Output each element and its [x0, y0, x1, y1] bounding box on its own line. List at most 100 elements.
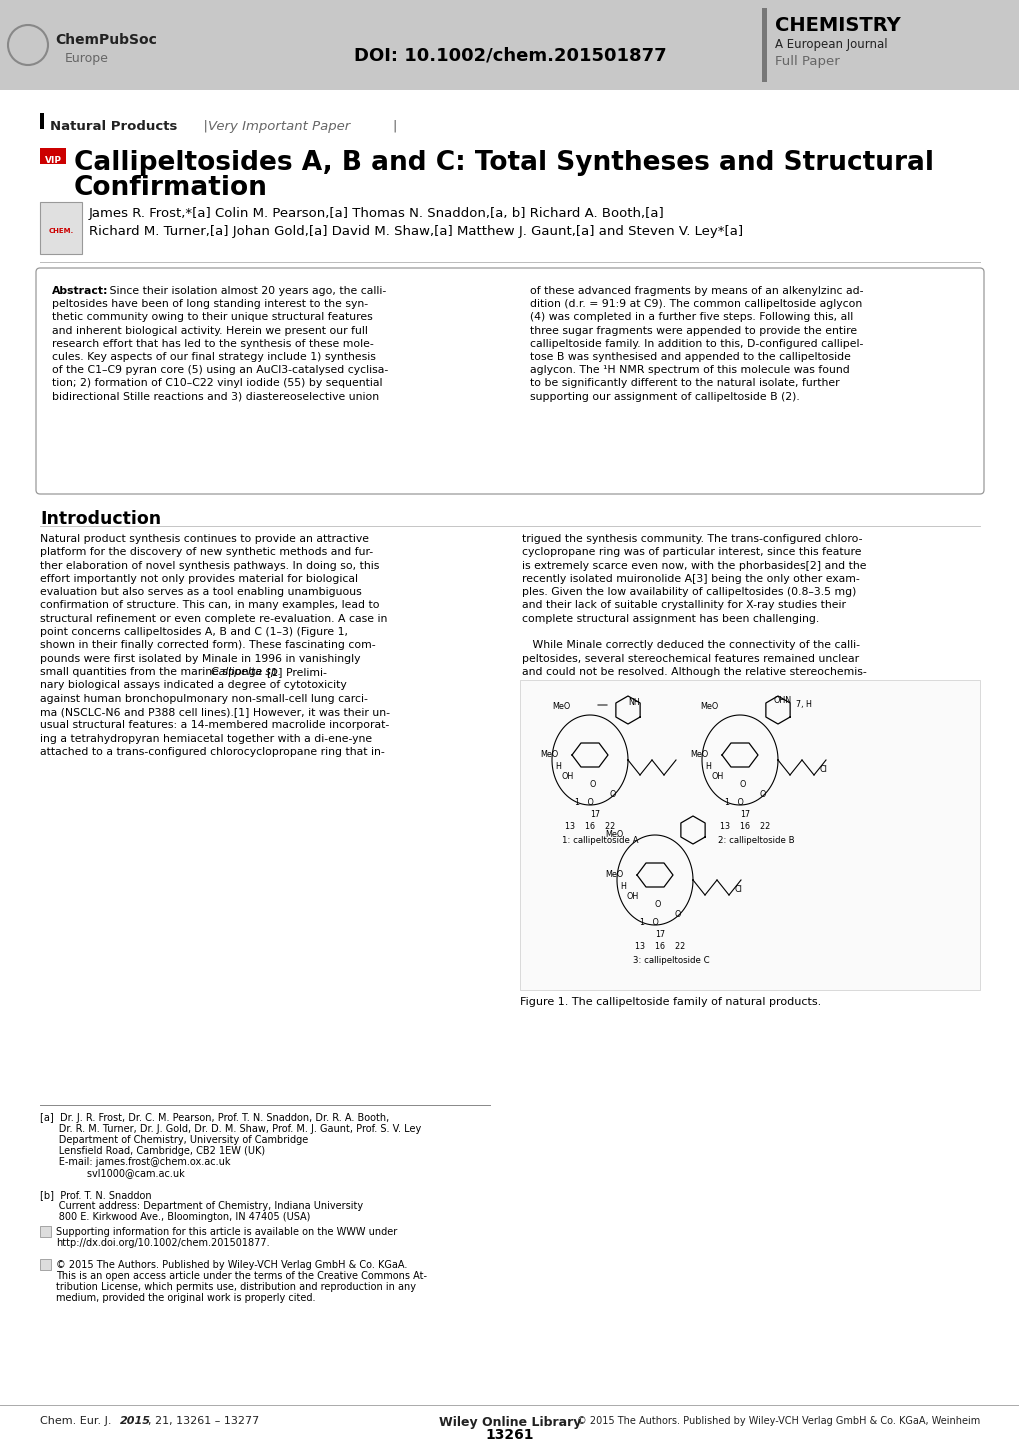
Text: of these advanced fragments by means of an alkenylzinc ad-: of these advanced fragments by means of … — [530, 286, 863, 296]
Text: O: O — [739, 780, 746, 789]
Text: 800 E. Kirkwood Ave., Bloomington, IN 47405 (USA): 800 E. Kirkwood Ave., Bloomington, IN 47… — [40, 1211, 310, 1221]
Text: tose B was synthesised and appended to the callipeltoside: tose B was synthesised and appended to t… — [530, 352, 850, 362]
Text: structural refinement or even complete re-evaluation. A case in: structural refinement or even complete r… — [40, 614, 387, 624]
Text: Cl: Cl — [735, 885, 742, 894]
Text: Callipeltosides A, B and C: Total Syntheses and Structural: Callipeltosides A, B and C: Total Synthe… — [74, 150, 933, 176]
Text: 1   O: 1 O — [575, 797, 593, 808]
Text: Callipelta sp.: Callipelta sp. — [211, 668, 281, 676]
Text: © 2015 The Authors. Published by Wiley-VCH Verlag GmbH & Co. KGaA, Weinheim: © 2015 The Authors. Published by Wiley-V… — [576, 1416, 979, 1426]
Text: A European Journal: A European Journal — [774, 37, 887, 50]
Text: CHEM.: CHEM. — [48, 228, 73, 234]
Text: 2: callipeltoside B: 2: callipeltoside B — [717, 836, 794, 845]
Text: point concerns callipeltosides A, B and C (1–3) (Figure 1,: point concerns callipeltosides A, B and … — [40, 627, 347, 637]
Text: H: H — [554, 761, 560, 771]
Text: O: O — [759, 790, 765, 799]
Text: supporting our assignment of callipeltoside B (2).: supporting our assignment of callipeltos… — [530, 392, 799, 402]
Text: against human bronchopulmonary non-small-cell lung carci-: against human bronchopulmonary non-small… — [40, 694, 368, 704]
Bar — [761, 9, 766, 82]
Text: tribution License, which permits use, distribution and reproduction in any: tribution License, which permits use, di… — [56, 1282, 416, 1292]
Text: [b]  Prof. T. N. Snaddon: [b] Prof. T. N. Snaddon — [40, 1190, 152, 1200]
Text: thetic community owing to their unique structural features: thetic community owing to their unique s… — [52, 313, 372, 323]
Text: and inherent biological activity. Herein we present our full: and inherent biological activity. Herein… — [52, 326, 368, 336]
Text: |: | — [195, 120, 208, 133]
Text: NH: NH — [628, 698, 639, 707]
Text: James R. Frost,*[a] Colin M. Pearson,[a] Thomas N. Snaddon,[a, b] Richard A. Boo: James R. Frost,*[a] Colin M. Pearson,[a]… — [89, 208, 664, 221]
Text: ChemPubSoc: ChemPubSoc — [55, 33, 157, 48]
Text: trigued the synthesis community. The trans-configured chloro-: trigued the synthesis community. The tra… — [522, 534, 862, 544]
Text: dition (d.r. = 91:9 at C9). The common callipeltoside aglycon: dition (d.r. = 91:9 at C9). The common c… — [530, 298, 861, 309]
Text: (4) was completed in a further five steps. Following this, all: (4) was completed in a further five step… — [530, 313, 853, 323]
Text: Dr. R. M. Turner, Dr. J. Gold, Dr. D. M. Shaw, Prof. M. J. Gaunt, Prof. S. V. Le: Dr. R. M. Turner, Dr. J. Gold, Dr. D. M.… — [40, 1123, 421, 1133]
Text: Natural product synthesis continues to provide an attractive: Natural product synthesis continues to p… — [40, 534, 369, 544]
Text: attached to a trans-configured chlorocyclopropane ring that in-: attached to a trans-configured chlorocyc… — [40, 747, 384, 757]
Text: , 21, 13261 – 13277: , 21, 13261 – 13277 — [148, 1416, 259, 1426]
Text: H: H — [704, 761, 710, 771]
Text: peltosides, several stereochemical features remained unclear: peltosides, several stereochemical featu… — [522, 653, 858, 663]
Text: VIP: VIP — [45, 156, 61, 164]
Text: Very Important Paper: Very Important Paper — [208, 120, 350, 133]
Text: medium, provided the original work is properly cited.: medium, provided the original work is pr… — [56, 1293, 315, 1304]
Bar — [0, 0, 1019, 89]
Text: is extremely scarce even now, with the phorbasides[2] and the: is extremely scarce even now, with the p… — [522, 561, 866, 571]
Text: DOI: 10.1002/chem.201501877: DOI: 10.1002/chem.201501877 — [354, 46, 665, 63]
Text: callipeltoside family. In addition to this, D-configured callipel-: callipeltoside family. In addition to th… — [530, 339, 862, 349]
Text: to be significantly different to the natural isolate, further: to be significantly different to the nat… — [530, 378, 839, 388]
Text: 17: 17 — [654, 930, 664, 939]
Text: Cl: Cl — [819, 766, 827, 774]
Text: While Minale correctly deduced the connectivity of the calli-: While Minale correctly deduced the conne… — [522, 640, 859, 650]
Text: 1   O: 1 O — [725, 797, 743, 808]
Text: Current address: Department of Chemistry, Indiana University: Current address: Department of Chemistry… — [40, 1201, 363, 1211]
Text: small quantities from the marine sponge: small quantities from the marine sponge — [40, 668, 266, 676]
Text: E-mail: james.frost@chem.ox.ac.uk: E-mail: james.frost@chem.ox.ac.uk — [40, 1156, 230, 1167]
Text: Richard M. Turner,[a] Johan Gold,[a] David M. Shaw,[a] Matthew J. Gaunt,[a] and : Richard M. Turner,[a] Johan Gold,[a] Dav… — [89, 225, 743, 238]
Text: OH: OH — [561, 771, 574, 782]
Text: Full Paper: Full Paper — [774, 55, 839, 68]
Text: 13    16    22: 13 16 22 — [635, 942, 685, 952]
Text: 2015: 2015 — [120, 1416, 151, 1426]
Text: 17: 17 — [739, 810, 749, 819]
Text: 13261: 13261 — [485, 1428, 534, 1442]
Text: Abstract:: Abstract: — [52, 286, 108, 296]
Text: evaluation but also serves as a tool enabling unambiguous: evaluation but also serves as a tool ena… — [40, 587, 362, 597]
Text: ples. Given the low availability of callipeltosides (0.8–3.5 mg): ples. Given the low availability of call… — [522, 587, 856, 597]
Bar — [520, 681, 979, 991]
Text: This is an open access article under the terms of the Creative Commons At-: This is an open access article under the… — [56, 1270, 427, 1280]
Text: 1: callipeltoside A: 1: callipeltoside A — [561, 836, 638, 845]
Text: 13    16    22: 13 16 22 — [719, 822, 769, 831]
Text: Introduction: Introduction — [40, 510, 161, 528]
Text: peltosides have been of long standing interest to the syn-: peltosides have been of long standing in… — [52, 298, 368, 309]
Text: platform for the discovery of new synthetic methods and fur-: platform for the discovery of new synthe… — [40, 548, 373, 557]
Text: 1   O: 1 O — [639, 919, 658, 927]
Text: Since their isolation almost 20 years ago, the calli-: Since their isolation almost 20 years ag… — [106, 286, 386, 296]
Text: aglycon. The ¹H NMR spectrum of this molecule was found: aglycon. The ¹H NMR spectrum of this mol… — [530, 365, 849, 375]
Text: 17: 17 — [589, 810, 599, 819]
Text: ther elaboration of novel synthesis pathways. In doing so, this: ther elaboration of novel synthesis path… — [40, 561, 379, 571]
Text: http://dx.doi.org/10.1002/chem.201501877.: http://dx.doi.org/10.1002/chem.201501877… — [56, 1239, 269, 1247]
Text: H: H — [620, 883, 626, 891]
Text: O: O — [609, 790, 615, 799]
Text: [1] Prelimi-: [1] Prelimi- — [267, 668, 327, 676]
Text: OH: OH — [711, 771, 723, 782]
Text: of the C1–C9 pyran core (5) using an AuCl3-catalysed cyclisa-: of the C1–C9 pyran core (5) using an AuC… — [52, 365, 388, 375]
Text: Confirmation: Confirmation — [74, 174, 268, 200]
Text: Natural Products: Natural Products — [50, 120, 177, 133]
Text: Department of Chemistry, University of Cambridge: Department of Chemistry, University of C… — [40, 1135, 308, 1145]
Text: research effort that has led to the synthesis of these mole-: research effort that has led to the synt… — [52, 339, 373, 349]
Text: O: O — [654, 900, 660, 908]
Text: cules. Key aspects of our final strategy include 1) synthesis: cules. Key aspects of our final strategy… — [52, 352, 376, 362]
Text: and their lack of suitable crystallinity for X-ray studies their: and their lack of suitable crystallinity… — [522, 600, 845, 610]
Text: OH: OH — [627, 893, 639, 901]
FancyBboxPatch shape — [36, 268, 983, 495]
Text: MeO: MeO — [604, 870, 623, 880]
Text: cyclopropane ring was of particular interest, since this feature: cyclopropane ring was of particular inte… — [522, 548, 861, 557]
Text: effort importantly not only provides material for biological: effort importantly not only provides mat… — [40, 574, 358, 584]
Text: confirmation of structure. This can, in many examples, lead to: confirmation of structure. This can, in … — [40, 600, 379, 610]
Text: three sugar fragments were appended to provide the entire: three sugar fragments were appended to p… — [530, 326, 856, 336]
Text: tion; 2) formation of C10–C22 vinyl iodide (55) by sequential: tion; 2) formation of C10–C22 vinyl iodi… — [52, 378, 382, 388]
Text: recently isolated muironolide A[3] being the only other exam-: recently isolated muironolide A[3] being… — [522, 574, 859, 584]
Bar — [40, 112, 44, 128]
FancyBboxPatch shape — [40, 1259, 51, 1270]
Text: complete structural assignment has been challenging.: complete structural assignment has been … — [522, 614, 818, 624]
Text: svl1000@cam.ac.uk: svl1000@cam.ac.uk — [40, 1168, 184, 1178]
Text: O: O — [675, 910, 681, 919]
